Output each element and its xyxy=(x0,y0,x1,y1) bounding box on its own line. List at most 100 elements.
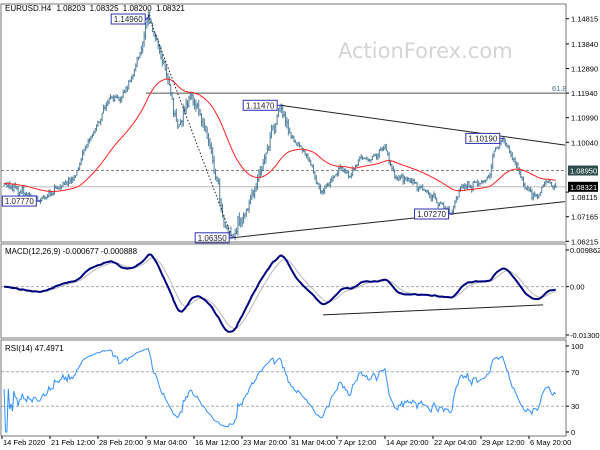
price-panel-frame xyxy=(0,3,567,243)
price-bar xyxy=(63,181,66,186)
price-bar xyxy=(415,181,417,184)
price-bar xyxy=(208,133,210,147)
price-bar xyxy=(439,202,441,207)
price-bar xyxy=(279,105,281,113)
swing-label-text: 1.10190 xyxy=(468,134,497,143)
price-bar xyxy=(49,189,52,197)
price-bar xyxy=(12,184,14,192)
header-ohlc: EURUSD.H4 1.08203 1.08325 1.08200 1.0832… xyxy=(5,4,185,13)
rsi-panel-frame xyxy=(0,339,567,437)
price-bar xyxy=(384,144,386,150)
price-bar xyxy=(434,193,437,200)
price-bar xyxy=(301,147,304,154)
price-bar xyxy=(313,164,315,175)
price-bar xyxy=(422,184,424,191)
price-bar xyxy=(483,179,486,183)
swing-price-label: 1.10190 xyxy=(465,132,505,144)
price-bar xyxy=(458,188,461,198)
price-bar xyxy=(223,215,225,228)
price-bar xyxy=(314,170,316,181)
time-tick-label: 22 Apr 04:00 xyxy=(434,438,477,447)
price-bar xyxy=(154,32,157,42)
price-bar xyxy=(467,181,469,190)
price-bar xyxy=(205,125,207,133)
price-bar xyxy=(523,176,525,187)
price-bar xyxy=(441,202,444,205)
price-bar xyxy=(133,68,136,77)
price-bar xyxy=(299,142,301,148)
price-bar xyxy=(76,169,78,176)
time-tick-label: 14 Feb 2020 xyxy=(3,438,45,447)
price-bar xyxy=(65,179,67,186)
macd-panel[interactable] xyxy=(1,253,566,333)
price-bar xyxy=(24,192,27,196)
price-bar xyxy=(115,94,118,99)
price-bar xyxy=(532,192,535,201)
price-bar xyxy=(499,142,501,149)
price-bar xyxy=(150,18,153,24)
price-bar xyxy=(247,208,249,212)
rsi-panel[interactable] xyxy=(1,348,566,433)
macd-line xyxy=(4,253,556,333)
price-bar xyxy=(429,192,431,199)
price-bar xyxy=(329,178,332,188)
price-bar xyxy=(504,138,507,147)
price-bar xyxy=(265,152,267,164)
price-bar xyxy=(259,165,262,179)
price-bar xyxy=(132,73,134,80)
price-bar xyxy=(289,127,291,134)
price-bar xyxy=(392,165,395,172)
price-bar xyxy=(342,166,344,173)
price-bar xyxy=(408,177,410,182)
price-bar xyxy=(37,195,39,202)
price-bar xyxy=(370,158,372,163)
swing-label-text: 1.07770 xyxy=(5,197,34,206)
price-bar xyxy=(332,174,335,182)
price-bar xyxy=(20,189,22,195)
price-bar xyxy=(58,186,60,190)
price-bar xyxy=(173,97,175,118)
price-bar xyxy=(328,182,330,187)
price-panel[interactable]: 61.8 1.14960 1.07770 1.06350 1.11470 1.10190 1… xyxy=(1,11,567,244)
price-bar xyxy=(163,58,165,65)
price-bar xyxy=(131,75,133,83)
price-bar xyxy=(52,192,55,196)
price-bar xyxy=(21,185,24,194)
price-bar xyxy=(391,164,393,170)
swing-label-box xyxy=(110,13,146,25)
price-bar xyxy=(545,178,547,186)
price-bar xyxy=(237,215,239,236)
fib-label: 61.8 xyxy=(552,84,567,93)
price-bar xyxy=(419,184,421,190)
price-bar xyxy=(455,195,458,203)
high-value: 1.08325 xyxy=(90,4,119,13)
price-bar xyxy=(174,110,176,117)
watermark: ActionForex.com xyxy=(338,39,513,63)
price-bar xyxy=(546,180,549,183)
price-bar xyxy=(268,145,270,151)
price-bar xyxy=(371,155,374,161)
price-bar xyxy=(517,162,519,172)
price-bar xyxy=(9,181,11,190)
swing-label-text: 1.06350 xyxy=(198,234,227,243)
price-bar xyxy=(518,167,521,175)
price-tick-label: 1.13840 xyxy=(571,40,598,49)
price-bar xyxy=(551,181,553,187)
price-bar xyxy=(474,180,476,183)
price-bar xyxy=(55,185,57,190)
price-bar xyxy=(432,194,434,202)
price-bar xyxy=(380,147,382,151)
price-bar xyxy=(321,190,323,195)
price-bar xyxy=(224,222,227,229)
price-bar xyxy=(195,99,197,112)
price-bar xyxy=(395,174,398,181)
price-bar xyxy=(404,175,406,184)
price-bar xyxy=(234,229,237,241)
price-bar xyxy=(525,187,528,191)
price-bar xyxy=(16,185,18,190)
price-bar xyxy=(317,181,319,185)
price-bar xyxy=(68,176,70,187)
trendline xyxy=(147,14,233,238)
price-bar xyxy=(126,85,129,92)
